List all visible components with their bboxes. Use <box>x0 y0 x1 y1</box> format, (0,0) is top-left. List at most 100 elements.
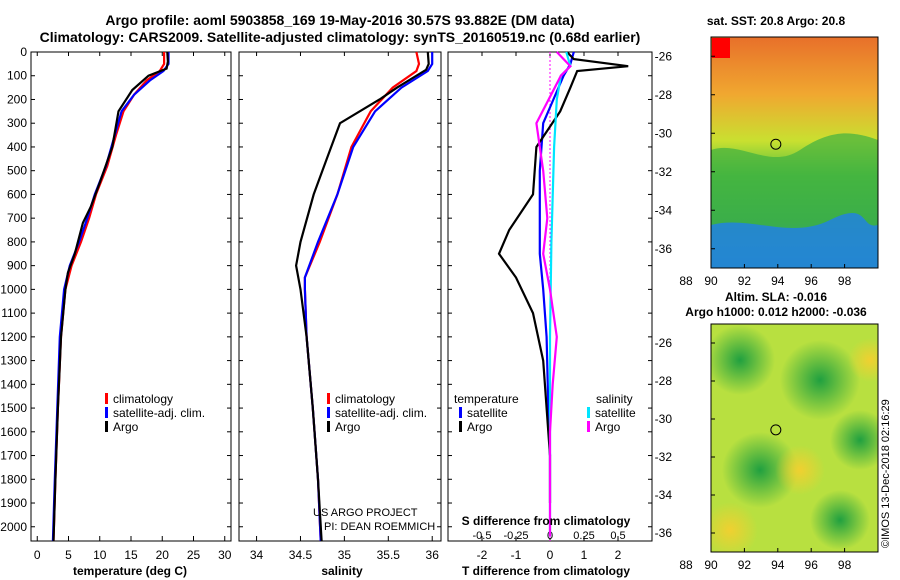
map-x-tick-label: 96 <box>805 558 819 572</box>
map-x-tick-label: 96 <box>805 274 819 288</box>
s-difference-axis-label: S difference from climatology <box>462 514 631 528</box>
legend-label-satellite: satellite-adj. clim. <box>335 406 427 420</box>
s-tick-label: 0.25 <box>573 530 594 542</box>
map-x-tick-label: 94 <box>771 558 785 572</box>
map-y-tick-label: -36 <box>655 242 673 256</box>
legend-title-temperature: temperature <box>454 392 519 406</box>
legend-label-argo: Argo <box>113 420 139 434</box>
legend-swatch-satellite <box>105 407 108 418</box>
depth-tick-label: 2000 <box>0 520 27 534</box>
series-line-climatology <box>303 51 421 542</box>
legend-label-climatology: climatology <box>335 392 395 406</box>
sla-map-field <box>711 324 878 552</box>
map-x-tick-label: 90 <box>704 274 718 288</box>
x-tick-label: 20 <box>156 548 170 562</box>
depth-tick-label: 1200 <box>0 330 27 344</box>
legend-swatch-argo <box>327 421 330 432</box>
project-annotation-line2: PI: DEAN ROEMMICH <box>324 521 435 533</box>
depth-tick-label: 1000 <box>0 282 27 296</box>
depth-tick-label: 1700 <box>0 449 27 463</box>
series-line-s-satellite <box>548 51 572 537</box>
salinity-panel: 34 34.5 35 35.5 36 <box>238 51 442 562</box>
x-tick-label: -1 <box>511 548 522 562</box>
x-tick-label: 15 <box>124 548 138 562</box>
map-x-tick-label: 90 <box>704 558 718 572</box>
x-tick-label: 2 <box>615 548 622 562</box>
map-x-tick-label: 88 <box>679 558 693 572</box>
depth-axis: 0 100 200 300 400 500 600 700 800 900 1000 1100 1200… <box>0 45 27 534</box>
series-line-t-satellite <box>538 51 575 456</box>
map-x-tick-label: 94 <box>771 274 785 288</box>
depth-tick-label: 200 <box>7 92 27 106</box>
depth-tick-label: 300 <box>7 116 27 130</box>
sst-float-marker <box>770 138 782 150</box>
map-y-tick-label: -26 <box>655 336 673 350</box>
depth-tick-label: 800 <box>7 235 27 249</box>
map-y-tick-label: -32 <box>655 450 673 464</box>
series-line-argo <box>52 51 170 542</box>
legend-swatch-satellite <box>327 407 330 418</box>
legend-label-climatology: climatology <box>113 392 173 406</box>
legend-swatch-t-satellite <box>459 407 462 418</box>
imos-watermark: ©IMOS 13-Dec-2018 02:16:29 <box>880 399 892 548</box>
legend-label-t-argo: Argo <box>467 420 493 434</box>
map-y-tick-label: -26 <box>655 49 673 63</box>
map-y-tick-label: -28 <box>655 374 673 388</box>
depth-tick-label: 1300 <box>0 354 27 368</box>
map-y-tick-label: -32 <box>655 165 673 179</box>
map-x-tick-label: 92 <box>738 274 752 288</box>
x-tick-label: 30 <box>218 548 232 562</box>
t-difference-axis-label: T difference from climatology <box>462 564 630 578</box>
sla-map-axes: 88 90 92 94 96 98 -26 -28 -30 -32 -34 -36 <box>655 336 852 572</box>
series-line-climatology <box>52 52 166 542</box>
depth-tick-label: 700 <box>7 211 27 225</box>
depth-tick-label: 600 <box>7 187 27 201</box>
sst-map-axes: 88 90 92 94 96 98 -26 -28 -30 -32 -34 -36 <box>655 49 852 288</box>
depth-tick-label: 1400 <box>0 377 27 391</box>
depth-tick-label: 900 <box>7 259 27 273</box>
legend-swatch-s-satellite <box>587 407 590 418</box>
temperature-legend: climatology satellite-adj. clim. Argo <box>105 392 205 434</box>
map-y-tick-label: -34 <box>655 488 673 502</box>
map-x-tick-label: 98 <box>838 274 852 288</box>
legend-swatch-argo <box>105 421 108 432</box>
depth-tick-label: 1500 <box>0 401 27 415</box>
s-tick-label: -0.25 <box>503 530 528 542</box>
series-line-argo <box>294 51 430 542</box>
legend-label-t-satellite: satellite <box>467 406 508 420</box>
project-annotation-line1: US ARGO PROJECT <box>313 507 418 519</box>
series-line-t-argo <box>497 51 629 503</box>
difference-legend: temperature satellite Argo salinity sate… <box>454 392 636 434</box>
plot-frame <box>30 51 232 542</box>
sst-map-title: sat. SST: 20.8 Argo: 20.8 <box>707 14 846 28</box>
s-tick-label: -0.5 <box>473 530 492 542</box>
x-tick-label: 34.5 <box>289 548 313 562</box>
temperature-panel: 0 5 10 15 20 25 30 <box>30 51 232 562</box>
x-tick-label: 35.5 <box>377 548 401 562</box>
depth-tick-label: 400 <box>7 140 27 154</box>
x-tick-label: 0 <box>547 548 554 562</box>
map-y-tick-label: -30 <box>655 412 673 426</box>
x-tick-label: 36 <box>426 548 440 562</box>
chart-title-line2: Climatology: CARS2009. Satellite-adjuste… <box>39 29 641 45</box>
depth-tick-label: 1900 <box>0 496 27 510</box>
x-tick-label: 25 <box>187 548 201 562</box>
x-tick-label: 0 <box>34 548 41 562</box>
depth-tick-label: 1100 <box>1 306 27 320</box>
legend-swatch-climatology <box>105 393 108 404</box>
temperature-axis-label: temperature (deg C) <box>73 564 187 578</box>
plot-frame <box>238 51 442 542</box>
x-tick-label: 1 <box>581 548 588 562</box>
map-y-tick-label: -30 <box>655 126 673 140</box>
x-tick-label: 5 <box>65 548 72 562</box>
legend-swatch-t-argo <box>459 421 462 432</box>
sst-map-field <box>711 37 878 268</box>
legend-swatch-s-argo <box>587 421 590 432</box>
legend-label-s-satellite: satellite <box>595 406 636 420</box>
map-x-tick-label: 98 <box>838 558 852 572</box>
salinity-axis-label: salinity <box>321 564 363 578</box>
legend-swatch-climatology <box>327 393 330 404</box>
depth-tick-label: 1600 <box>0 425 27 439</box>
